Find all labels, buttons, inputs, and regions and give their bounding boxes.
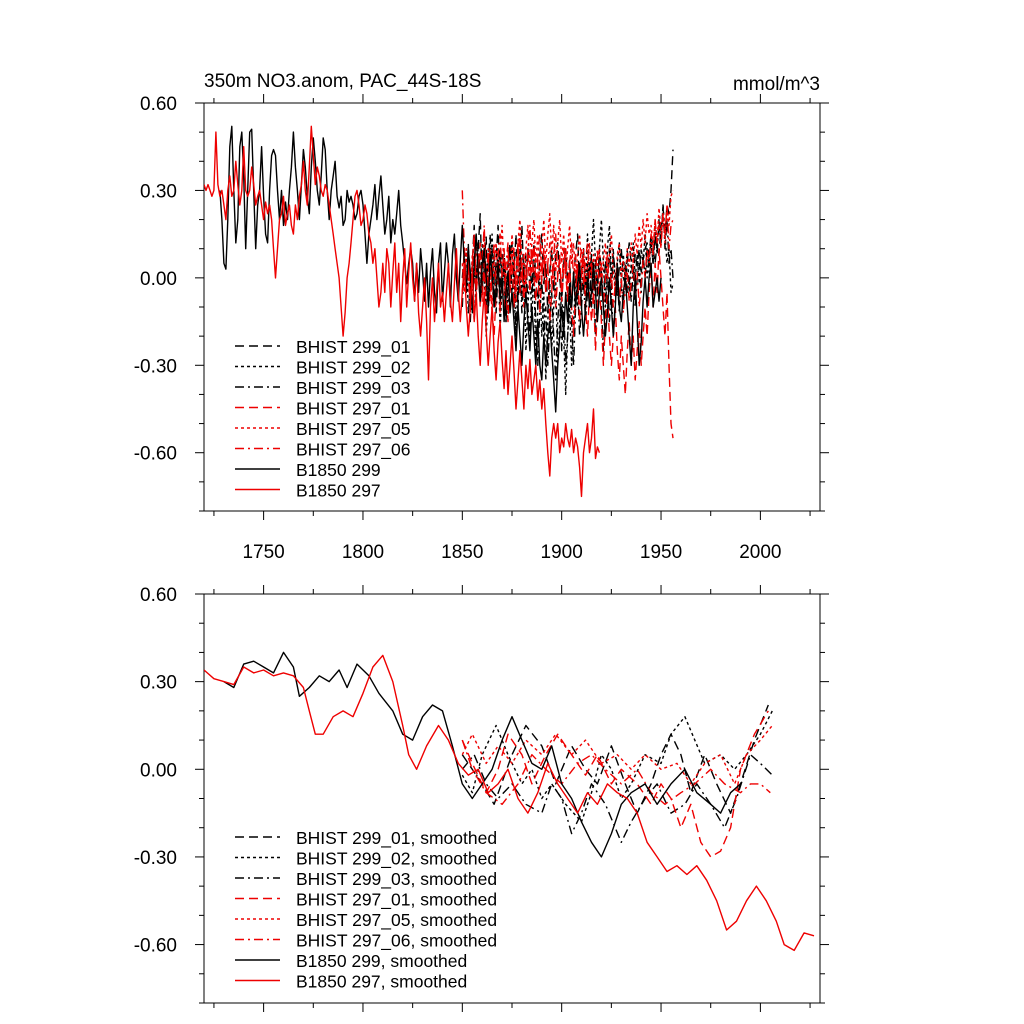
top-x-tick-label: 1900 — [541, 542, 583, 563]
top-panel: 0.60 0.30 0.00 -0.30 -0.60 1750 1800 1850 1900 19… — [134, 94, 829, 563]
bottom-legend-label: BHIST 299_01, smoothed — [296, 828, 497, 849]
bottom-legend-label: BHIST 297_01, smoothed — [296, 890, 497, 911]
bottom-series-group — [204, 651, 815, 952]
bottom-series-line — [461, 725, 773, 785]
top-legend-label: BHIST 299_03 — [296, 378, 410, 399]
chart-title: 350m NO3.anom, PAC_44S-18S — [204, 71, 481, 92]
bottom-legend-label: B1850 297, smoothed — [296, 972, 467, 992]
top-series-line — [204, 125, 601, 498]
bottom-series-line — [461, 739, 771, 805]
units-label: mmol/m^3 — [733, 74, 820, 95]
bottom-series-line — [461, 710, 769, 858]
bottom-series-line — [223, 651, 741, 858]
top-series-line — [461, 190, 674, 314]
top-x-tick-label: 1750 — [242, 542, 284, 563]
top-y-tick-label: 0.30 — [140, 181, 177, 202]
bottom-legend-label: BHIST 299_03, smoothed — [296, 869, 497, 890]
top-legend-label: B1850 299 — [296, 460, 381, 480]
top-legend-label: BHIST 299_02 — [296, 358, 410, 379]
bottom-y-tick-label: 0.30 — [140, 673, 177, 694]
bottom-legend-label: B1850 299, smoothed — [296, 951, 467, 971]
top-legend-label: BHIST 299_01 — [296, 337, 410, 358]
bottom-y-tick-label: -0.60 — [134, 936, 177, 957]
bottom-legend-label: BHIST 297_06, smoothed — [296, 931, 497, 952]
top-legend-label: B1850 297 — [296, 481, 381, 501]
top-y-tick-label: 0.60 — [140, 94, 177, 115]
bottom-legend-label: BHIST 297_05, smoothed — [296, 910, 497, 931]
top-y-tick-label: -0.60 — [134, 444, 177, 465]
bottom-series-line — [461, 704, 769, 814]
top-y-tick-label: -0.30 — [134, 356, 177, 377]
bottom-y-tick-label: -0.30 — [134, 848, 177, 869]
top-y-tick-label: 0.00 — [140, 269, 177, 290]
top-legend-label: BHIST 297_05 — [296, 419, 410, 440]
bottom-series-line — [461, 754, 773, 843]
top-series-line — [219, 125, 662, 413]
bottom-y-tick-label: 0.00 — [140, 760, 177, 781]
top-series-group — [204, 125, 674, 498]
bottom-legend-label: BHIST 299_02, smoothed — [296, 849, 497, 870]
top-x-tick-label: 1950 — [640, 542, 682, 563]
top-legend-label: BHIST 297_06 — [296, 440, 410, 461]
top-series-line — [461, 149, 674, 323]
top-x-tick-label: 2000 — [739, 542, 781, 563]
top-series-line — [461, 204, 674, 381]
bottom-series-line — [204, 654, 815, 952]
top-x-tick-label: 1850 — [441, 542, 483, 563]
bottom-y-tick-label: 0.60 — [140, 585, 177, 606]
top-legend-label: BHIST 297_01 — [296, 399, 410, 420]
bottom-series-line — [461, 710, 773, 823]
bottom-panel: 0.60 0.30 0.00 -0.30 -0.60 BHIST 299_01, smoo… — [134, 585, 829, 1012]
top-x-tick-label: 1800 — [342, 542, 384, 563]
